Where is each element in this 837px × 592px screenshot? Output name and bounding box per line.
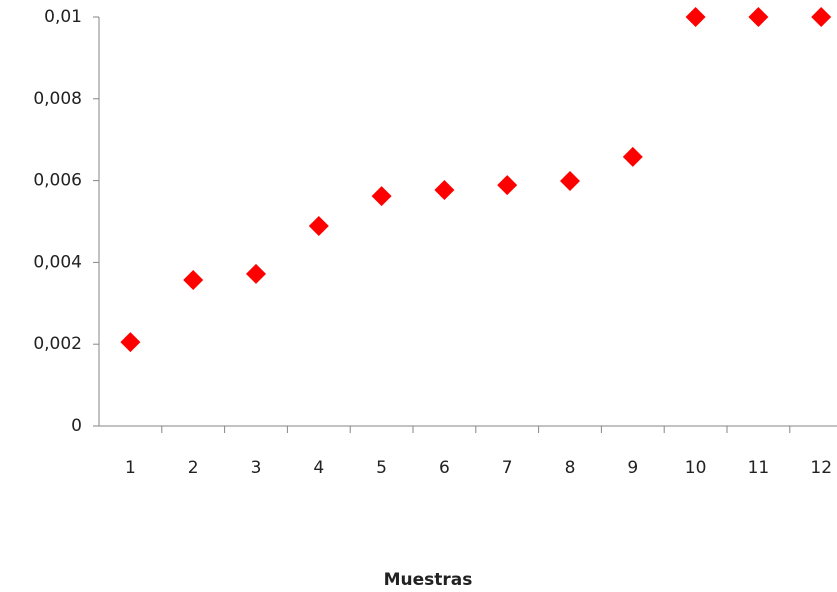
marker: [622, 146, 643, 167]
x-tick-label: 10: [685, 458, 707, 478]
marker: [120, 332, 141, 353]
x-axis-label: Muestras: [384, 570, 473, 590]
x-tick-label: 3: [251, 458, 262, 478]
marker: [560, 171, 580, 192]
marker: [308, 215, 329, 236]
x-tick-label: 7: [502, 458, 513, 478]
marker: [371, 186, 392, 207]
marker: [497, 175, 518, 196]
y-tick-label: 0,008: [33, 89, 82, 109]
x-tick-label: 9: [627, 458, 638, 478]
x-tick-label: 2: [188, 458, 199, 478]
marker: [685, 7, 706, 27]
y-tick-label: 0,004: [33, 252, 82, 272]
x-tick-label: 12: [810, 458, 832, 478]
x-tick-label: 11: [748, 458, 770, 478]
y-tick-label: 0,002: [33, 334, 82, 354]
y-tick-label: 0,01: [44, 7, 82, 27]
y-tick-label: 0: [71, 416, 82, 436]
marker: [183, 269, 204, 290]
y-tick-label: 0,006: [33, 171, 82, 191]
marker: [434, 180, 455, 201]
marker: [811, 7, 832, 27]
x-tick-label: 5: [376, 458, 387, 478]
x-tick-label: 8: [565, 458, 576, 478]
marker: [748, 7, 769, 27]
x-tick-label: 4: [313, 458, 324, 478]
x-tick-label: 6: [439, 458, 450, 478]
marker: [246, 263, 266, 284]
x-tick-label: 1: [125, 458, 136, 478]
